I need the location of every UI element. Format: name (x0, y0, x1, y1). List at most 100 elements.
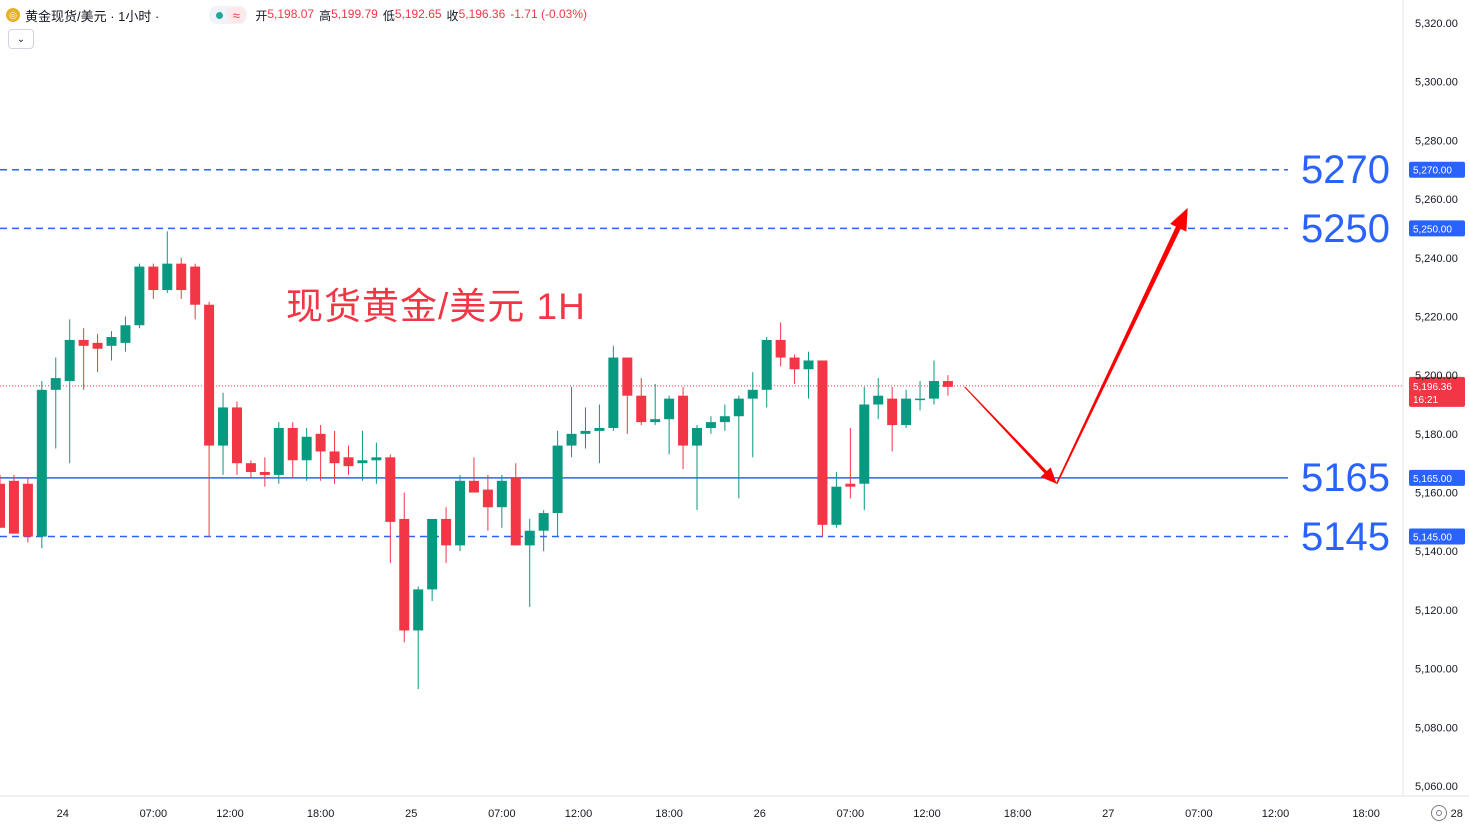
candle-body (747, 389, 758, 399)
candle-body (106, 337, 117, 346)
candle-body (36, 389, 47, 537)
candle-body (468, 480, 479, 493)
x-tick-label: 18:00 (307, 808, 335, 820)
x-tick-label: 24 (57, 808, 69, 820)
candle-body (859, 404, 870, 484)
ohlc-values: 开 5,198.07 高 5,199.79 低 5,192.65 收 5,196.36 … (255, 7, 592, 24)
candle-body (273, 427, 284, 475)
y-tick-label: 5,300.00 (1415, 77, 1458, 89)
x-tick-label: 12:00 (216, 808, 244, 820)
close-label: 收 (446, 8, 459, 23)
gold-symbol-icon: ◎ (6, 8, 20, 22)
projection-arrow-1 (1055, 207, 1188, 485)
high-label: 高 (319, 8, 332, 23)
candle-body (496, 480, 507, 508)
candle-body (357, 460, 368, 464)
level-axis-badge (1409, 220, 1465, 237)
candle-body (218, 407, 229, 446)
candle-body (0, 483, 5, 528)
candle-body (78, 339, 89, 346)
candle-body (524, 530, 535, 546)
candle-body (538, 513, 549, 531)
candle-body (120, 325, 131, 343)
level-axis-label: 5,145.00 (1413, 533, 1452, 544)
candle-body (915, 398, 926, 401)
price-levels: 5,270.00 5,250.00 5,165.00 5,145.00 5,196.36… (0, 161, 1465, 545)
candlesticks (0, 231, 953, 690)
x-tick-label: 18:00 (1004, 808, 1032, 820)
candle-body (371, 457, 382, 461)
candle-body (301, 436, 312, 461)
x-tick-label: 07:00 (1185, 808, 1213, 820)
candle-body (413, 589, 424, 631)
y-tick-label: 5,260.00 (1415, 194, 1458, 206)
candle-body (887, 398, 898, 426)
candle-body (441, 518, 452, 546)
x-tick-label: 28 (1451, 808, 1463, 820)
candle-body (329, 451, 340, 464)
candle-body (650, 419, 661, 423)
candle-body (22, 483, 33, 537)
level-label-5270: 5270 (1301, 148, 1390, 192)
current-price-badge (1409, 376, 1465, 407)
level-axis-label: 5,270.00 (1413, 166, 1452, 177)
candle-body (580, 430, 591, 434)
level-label-5165: 5165 (1301, 456, 1390, 500)
candle-body (134, 266, 145, 326)
candle-body (942, 381, 953, 387)
candle-body (622, 357, 633, 396)
projection-arrow-0 (964, 386, 1057, 484)
candle-body (231, 407, 242, 464)
x-tick-label: 07:00 (488, 808, 516, 820)
symbol-header: ◎ 黄金现货/美元 · 1小时 · ≈ 开 5,198.07 高 5,199.79 … (6, 4, 592, 26)
candle-body (399, 518, 410, 631)
candle-body (427, 518, 438, 590)
symbol-title[interactable]: 黄金现货/美元 · 1小时 · (25, 8, 160, 24)
candle-body (705, 422, 716, 428)
candle-body (343, 457, 354, 467)
candle-body (775, 339, 786, 358)
low-label: 低 (382, 8, 395, 23)
level-label-5250: 5250 (1301, 207, 1390, 251)
candle-body (64, 339, 75, 382)
x-tick-label: 26 (754, 808, 766, 820)
candle-body (831, 486, 842, 525)
open-value: 5,198.07 (267, 6, 315, 21)
y-tick-label: 5,180.00 (1415, 429, 1458, 441)
x-tick-label: 07:00 (140, 808, 168, 820)
candle-body (733, 398, 744, 417)
candle-body (608, 357, 619, 428)
level-axis-badge (1409, 469, 1465, 486)
countdown-label: 16:21 (1413, 395, 1438, 406)
status-pill[interactable]: ≈ (209, 6, 248, 24)
x-tick-label: 18:00 (655, 808, 683, 820)
x-tick-label: 25 (405, 808, 417, 820)
candle-body (678, 395, 689, 446)
level-axis-badge (1409, 528, 1465, 545)
candle-body (8, 480, 19, 534)
close-value: 5,196.36 (458, 6, 506, 21)
candle-body (594, 427, 605, 431)
chevron-down-icon: ⌄ (16, 33, 26, 45)
candle-body (245, 463, 256, 472)
projection-arrows (964, 207, 1188, 485)
candle-body (664, 398, 675, 420)
candle-body (636, 395, 647, 423)
current-price-label: 5,196.36 (1413, 382, 1452, 393)
candle-body (928, 381, 939, 399)
x-tick-label: 12:00 (565, 808, 593, 820)
candle-body (92, 342, 103, 349)
low-value: 5,192.65 (394, 6, 442, 21)
candle-body (176, 263, 187, 291)
candle-body (566, 433, 577, 446)
chart-grid (0, 0, 1469, 797)
collapse-legend-button[interactable]: ⌄ (8, 29, 34, 49)
candle-body (873, 395, 884, 405)
candle-body (385, 457, 396, 522)
market-open-icon (211, 7, 227, 23)
level-label-5145: 5145 (1301, 515, 1390, 559)
settings-gear-icon[interactable] (1431, 805, 1447, 821)
candle-body (315, 433, 326, 452)
x-tick-label: 12:00 (1262, 808, 1290, 820)
